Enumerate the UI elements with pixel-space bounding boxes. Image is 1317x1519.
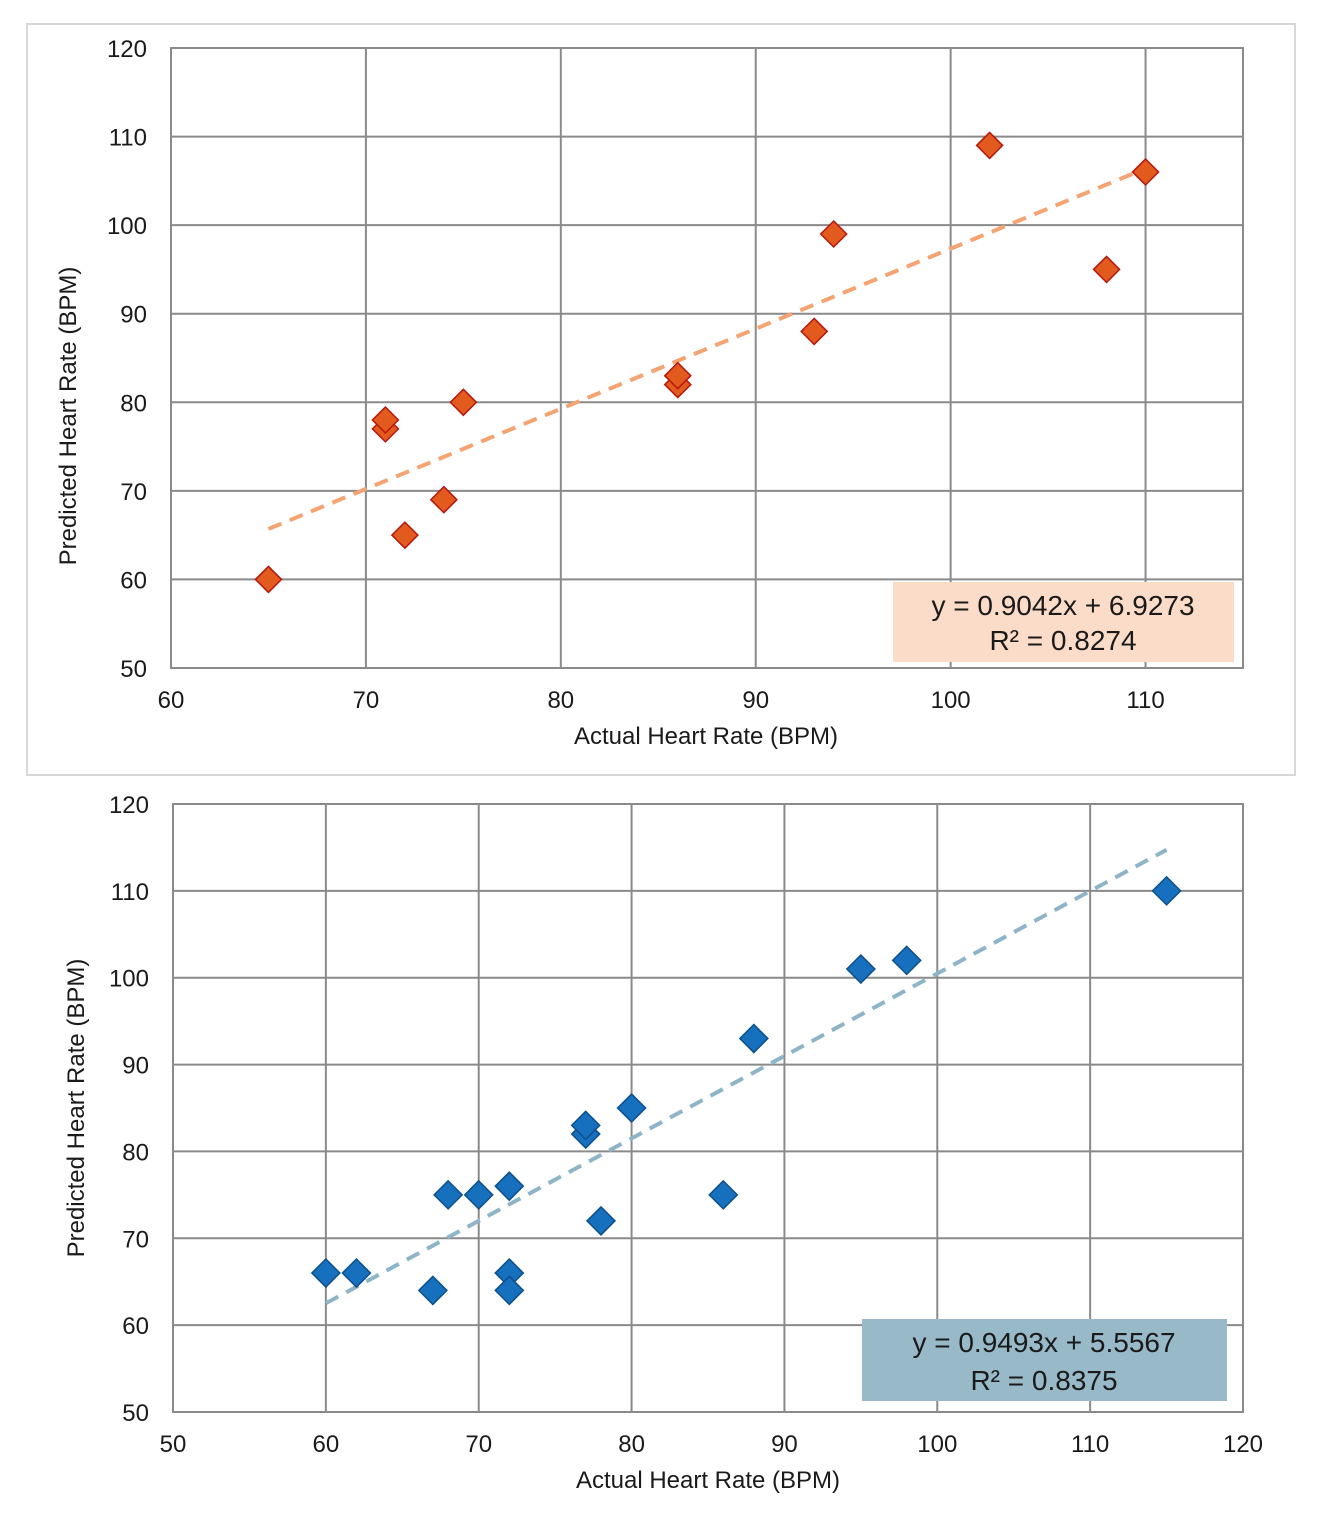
chart-1-data-point xyxy=(429,485,458,514)
chart-2-x-tick-label: 90 xyxy=(771,1431,798,1458)
chart-1-data-point xyxy=(819,219,848,249)
chart-1-x-tick-label: 60 xyxy=(158,687,185,714)
chart-1-r-squared: R² = 0.8274 xyxy=(989,625,1136,656)
chart-2-ticks: 50 60 70 80 90 100 110 120 50 60 70 80 90 100 110 120 xyxy=(109,792,1263,1458)
chart-1-y-tick-label: 100 xyxy=(107,213,147,240)
chart-1-x-axis-title: Actual Heart Rate (BPM) xyxy=(574,723,838,750)
chart-1-y-tick-label: 60 xyxy=(120,567,147,594)
chart-2-data-point xyxy=(494,1171,525,1202)
chart-1-ticks: 60 70 80 90 100 110 50 60 70 80 90 100 110 120 xyxy=(107,36,1165,714)
chart-1-equation-box xyxy=(893,582,1234,662)
chart-1-data-point xyxy=(1131,157,1160,187)
chart-2-x-tick-label: 70 xyxy=(465,1431,492,1458)
chart-1-data-point xyxy=(449,388,478,417)
chart-1-equation: y = 0.9042x + 6.9273 xyxy=(931,590,1194,621)
chart-1-x-tick-label: 70 xyxy=(353,687,380,714)
chart-1-data-point xyxy=(800,317,829,346)
chart-1-x-tick-label: 100 xyxy=(931,687,971,714)
chart-1-data-point xyxy=(663,361,692,390)
chart-2-x-tick-label: 100 xyxy=(917,1431,957,1458)
chart-2-data-point xyxy=(1151,875,1182,906)
chart-2-data-point xyxy=(310,1257,341,1289)
chart-2-x-tick-label: 80 xyxy=(618,1431,645,1458)
chart-2-data-point xyxy=(341,1257,372,1289)
chart-2-trendline xyxy=(324,848,1168,1306)
chart-2-data-point xyxy=(494,1275,525,1306)
chart-1-data-point xyxy=(975,131,1004,160)
chart-1-trendline xyxy=(267,166,1147,531)
chart-2-x-tick-label: 50 xyxy=(160,1431,187,1458)
chart-2-y-tick-label: 100 xyxy=(109,966,149,993)
chart-1-data-point xyxy=(390,521,419,550)
chart-2-data-point xyxy=(585,1205,617,1236)
chart-2-x-tick-label: 60 xyxy=(313,1431,340,1458)
chart-2-y-tick-label: 60 xyxy=(122,1313,149,1340)
chart-2-y-axis-title: Predicted Heart Rate (BPM) xyxy=(63,959,90,1258)
chart-2-x-tick-label: 120 xyxy=(1223,1431,1263,1458)
chart-1: 60 70 80 90 100 110 50 60 70 80 90 100 110 120 Actual… xyxy=(26,23,1296,776)
chart-1-x-tick-label: 110 xyxy=(1126,687,1164,714)
chart-2-trendline-group xyxy=(324,848,1168,1306)
chart-1-y-tick-label: 50 xyxy=(120,656,147,683)
chart-2-data-point xyxy=(417,1275,448,1306)
chart-2-y-tick-label: 90 xyxy=(122,1053,149,1080)
chart-2-points xyxy=(310,875,1182,1306)
chart-2-data-point xyxy=(845,953,876,985)
chart-2-x-tick-label: 110 xyxy=(1071,1431,1109,1458)
chart-1-panel: 60 70 80 90 100 110 50 60 70 80 90 100 110 120 Actual… xyxy=(26,23,1296,776)
chart-1-y-tick-label: 110 xyxy=(109,125,147,152)
chart-2-y-tick-label: 70 xyxy=(122,1226,149,1253)
chart-2-x-axis-title: Actual Heart Rate (BPM) xyxy=(576,1467,840,1494)
chart-1-data-point xyxy=(371,405,400,435)
chart-1-trendline-group xyxy=(267,166,1147,531)
chart-1-x-tick-label: 90 xyxy=(742,687,769,714)
chart-1-y-tick-label: 90 xyxy=(120,302,147,329)
chart-2-y-tick-label: 50 xyxy=(122,1400,149,1427)
chart-2-data-point xyxy=(616,1092,647,1124)
chart-2-data-point xyxy=(708,1179,739,1210)
chart-2-y-tick-label: 80 xyxy=(122,1139,149,1166)
chart-1-y-tick-label: 120 xyxy=(107,36,147,63)
chart-1-data-point xyxy=(254,565,283,594)
chart-1-grid xyxy=(170,47,1244,669)
chart-2-data-point xyxy=(738,1023,769,1054)
chart-1-y-tick-label: 80 xyxy=(120,390,147,417)
chart-2-equation: y = 0.9493x + 5.5567 xyxy=(912,1327,1175,1358)
chart-2-r-squared: R² = 0.8375 xyxy=(970,1365,1117,1396)
chart-2-equation-box xyxy=(862,1319,1227,1401)
chart-1-x-tick-label: 80 xyxy=(547,687,574,714)
chart-2-data-point xyxy=(570,1110,601,1141)
chart-2-y-tick-label: 120 xyxy=(109,792,149,819)
chart-2-data-point xyxy=(891,945,922,976)
chart-1-data-point xyxy=(1092,255,1121,284)
chart-1-y-axis-title: Predicted Heart Rate (BPM) xyxy=(55,267,82,566)
chart-1-points xyxy=(254,131,1160,594)
chart-2-data-point xyxy=(433,1179,464,1210)
chart-2-data-point xyxy=(463,1179,494,1210)
chart-1-y-tick-label: 70 xyxy=(120,479,147,506)
chart-2-y-tick-label: 110 xyxy=(111,879,149,906)
chart-2-grid xyxy=(172,803,1244,1413)
